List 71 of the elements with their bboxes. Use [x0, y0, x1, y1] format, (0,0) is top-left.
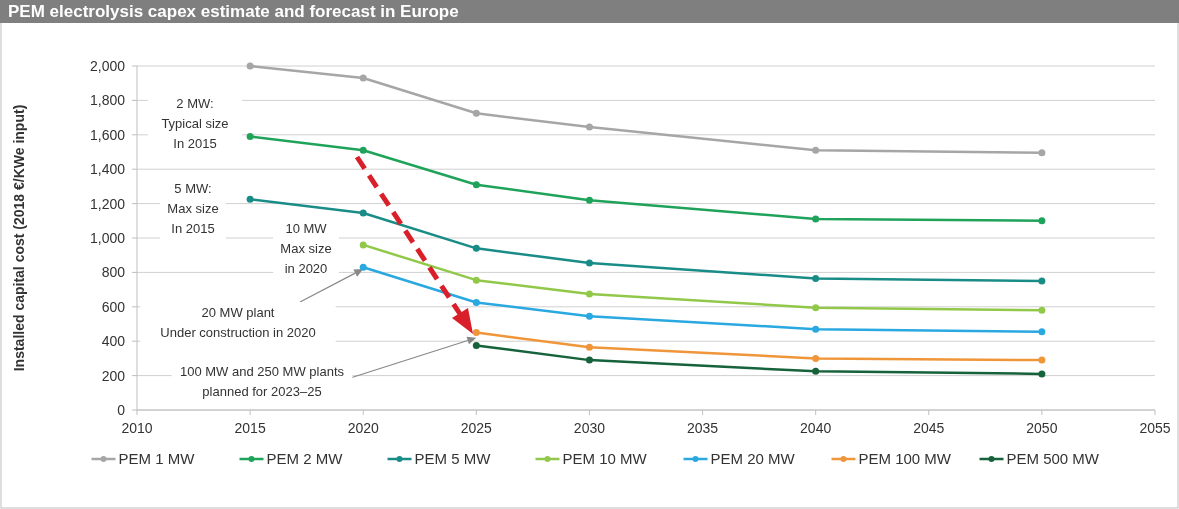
- point: [812, 354, 820, 362]
- point: [585, 290, 593, 298]
- point: [472, 342, 480, 349]
- point: [472, 244, 480, 252]
- y-tick-label: 200: [101, 367, 126, 384]
- point: [585, 356, 593, 364]
- legend-label: PEM 500 MW: [1006, 450, 1100, 467]
- point: [1038, 277, 1046, 285]
- point: [472, 109, 480, 117]
- x-tick-label: 2015: [234, 420, 266, 436]
- point: [1038, 356, 1046, 364]
- x-tick-label: 2010: [121, 420, 153, 436]
- point: [472, 299, 480, 306]
- point: [359, 241, 367, 249]
- y-tick-label: 1,800: [89, 92, 126, 109]
- y-tick-label: 800: [101, 264, 126, 281]
- annotation: 5 MW: Max size In 2015: [167, 181, 219, 236]
- point: [246, 195, 254, 203]
- chart-title: PEM electrolysis capex estimate and forecast in Europe: [8, 2, 459, 21]
- point: [585, 259, 593, 267]
- point: [472, 181, 480, 189]
- point: [585, 123, 593, 131]
- y-tick-label: 1,000: [89, 230, 126, 246]
- point: [812, 304, 820, 312]
- point: [1038, 328, 1046, 336]
- legend-label: PEM 1 MW: [118, 450, 196, 467]
- legend-label: PEM 10 MW: [562, 450, 648, 467]
- y-tick-label: 0: [117, 402, 126, 418]
- annotation: 2 MW: Typical size In 2015: [161, 96, 229, 151]
- point: [585, 312, 593, 320]
- annotation: 10 MW Max size in 2020: [280, 221, 332, 276]
- y-tick-label: 1,400: [89, 161, 126, 178]
- point: [246, 133, 254, 141]
- y-tick-label: 2,000: [89, 58, 126, 74]
- legend-label: PEM 20 MW: [710, 450, 796, 467]
- legend-label: PEM 2 MW: [266, 450, 344, 467]
- y-tick-label: 1,200: [89, 195, 126, 212]
- point: [812, 367, 820, 375]
- annotation: 20 MW plant Under construction in 2020: [160, 305, 316, 340]
- x-tick-label: 2025: [460, 420, 493, 436]
- x-tick-label: 2030: [573, 420, 606, 436]
- x-tick-label: 2055: [1139, 420, 1171, 436]
- point: [472, 276, 480, 284]
- point: [812, 146, 820, 154]
- point: [812, 325, 820, 333]
- point: [585, 196, 593, 204]
- point: [359, 263, 367, 271]
- x-tick-label: 2045: [913, 420, 945, 436]
- point: [812, 215, 820, 223]
- legend-label: PEM 5 MW: [414, 450, 492, 467]
- point: [359, 209, 367, 217]
- x-tick-label: 2020: [347, 420, 379, 436]
- annotation: 100 MW and 250 MW plants planned for 2023–25: [179, 364, 345, 399]
- point: [1038, 149, 1046, 157]
- point: [472, 329, 480, 337]
- point: [585, 343, 593, 351]
- point: [359, 74, 367, 82]
- y-tick-label: 1,600: [89, 126, 126, 143]
- legend-label: PEM 100 MW: [858, 450, 952, 467]
- point: [1038, 370, 1046, 378]
- x-tick-label: 2035: [686, 420, 719, 436]
- x-tick-label: 2050: [1026, 420, 1058, 436]
- point: [812, 274, 820, 282]
- y-tick-label: 400: [101, 333, 126, 350]
- point: [1038, 306, 1046, 314]
- point: [1038, 217, 1046, 225]
- y-axis-title: Installed capital cost (2018 €/KWe input): [11, 104, 27, 372]
- point: [359, 146, 367, 154]
- point: [246, 62, 254, 70]
- x-tick-label: 2040: [800, 420, 832, 436]
- y-tick-label: 600: [101, 298, 126, 315]
